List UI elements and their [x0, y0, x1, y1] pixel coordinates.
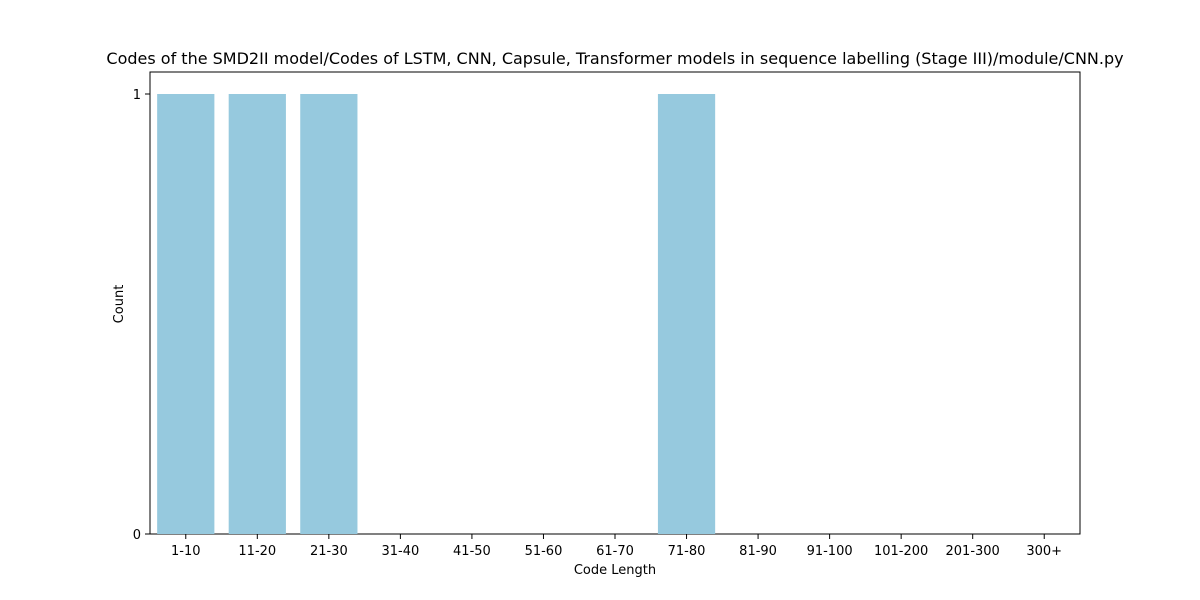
x-tick-label: 81-90: [739, 544, 777, 559]
x-tick-label: 1-10: [171, 544, 201, 559]
bar-21-30: [300, 94, 358, 534]
x-axis-label: Code Length: [574, 563, 656, 578]
x-tick-label: 300+: [1026, 544, 1062, 559]
bars-group: [157, 94, 716, 534]
x-tick-label: 91-100: [807, 544, 853, 559]
bar-71-80: [657, 94, 716, 534]
x-tick-label: 51-60: [525, 544, 563, 559]
x-tick-label: 31-40: [381, 544, 419, 559]
y-tick-label: 0: [133, 528, 141, 543]
x-tick-label: 61-70: [596, 544, 634, 559]
plot-frame: [149, 71, 1081, 535]
x-tick-label: 101-200: [874, 544, 928, 559]
x-tick-label: 21-30: [310, 544, 348, 559]
x-tick-label: 11-20: [238, 544, 276, 559]
bar-11-20: [228, 94, 286, 534]
x-tick-label: 41-50: [453, 544, 491, 559]
x-axis-ticks: 1-10 11-20 21-30 31-40 41-50 51-60 61-70 71-80 8…: [171, 534, 1062, 559]
x-tick-label: 71-80: [668, 544, 706, 559]
bar-1-10: [157, 94, 215, 534]
y-tick-label: 1: [133, 88, 141, 103]
y-axis-ticks: 01: [133, 88, 150, 543]
y-axis-label: Count: [112, 285, 127, 324]
chart-title: Codes of the SMD2II model/Codes of LSTM,…: [106, 49, 1123, 68]
x-tick-label: 201-300: [946, 544, 1000, 559]
